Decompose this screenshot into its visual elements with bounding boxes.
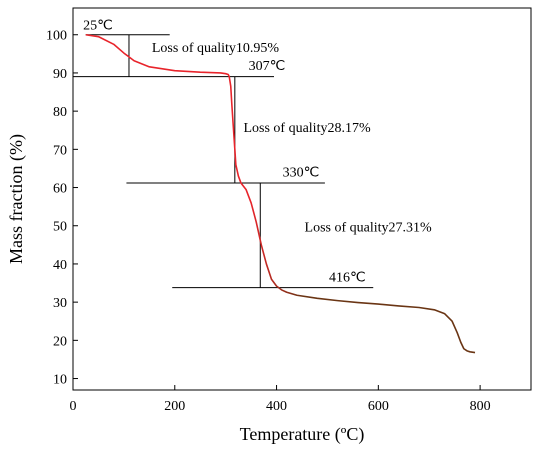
annotation-label: 330℃ xyxy=(283,165,320,180)
annotation-label: 307℃ xyxy=(249,59,286,74)
plot-area xyxy=(72,7,532,391)
y-tick-label: 10 xyxy=(53,373,67,388)
data-series xyxy=(85,33,476,354)
x-tick-label: 600 xyxy=(368,399,389,414)
y-tick-label: 100 xyxy=(46,29,67,44)
y-axis: 10 20 30 40 50 60 70 80 90 100 xyxy=(46,29,78,388)
reference-lines xyxy=(73,34,374,289)
y-tick-label: 90 xyxy=(53,67,67,82)
x-axis: 0 200 400 600 800 xyxy=(70,385,491,414)
x-tick-label: 200 xyxy=(164,399,185,414)
y-tick-label: 30 xyxy=(53,296,67,311)
y-tick-label: 50 xyxy=(53,220,67,235)
y-axis-title: Mass fraction (%) xyxy=(6,134,27,264)
x-tick-label: 400 xyxy=(266,399,287,414)
mass-loss-curve xyxy=(85,33,476,354)
annotation-label: Loss of quality28.17% xyxy=(243,121,370,136)
x-tick-label: 0 xyxy=(70,399,77,414)
annotation-label: 416℃ xyxy=(329,271,366,286)
vertical-markers xyxy=(128,34,261,288)
y-tick-label: 70 xyxy=(53,143,67,158)
annotations: 25℃ Loss of quality10.95% 307℃ Loss of qual… xyxy=(83,18,432,285)
x-axis-title: Temperature (ºC) xyxy=(240,424,365,445)
y-tick-label: 60 xyxy=(53,182,67,197)
y-tick-label: 40 xyxy=(53,258,67,273)
y-tick-label: 20 xyxy=(53,334,67,349)
annotation-label: Loss of quality27.31% xyxy=(305,220,432,235)
y-tick-label: 80 xyxy=(53,105,67,120)
annotation-label: Loss of quality10.95% xyxy=(152,41,279,56)
x-tick-label: 800 xyxy=(470,399,491,414)
annotation-label: 25℃ xyxy=(83,18,113,33)
